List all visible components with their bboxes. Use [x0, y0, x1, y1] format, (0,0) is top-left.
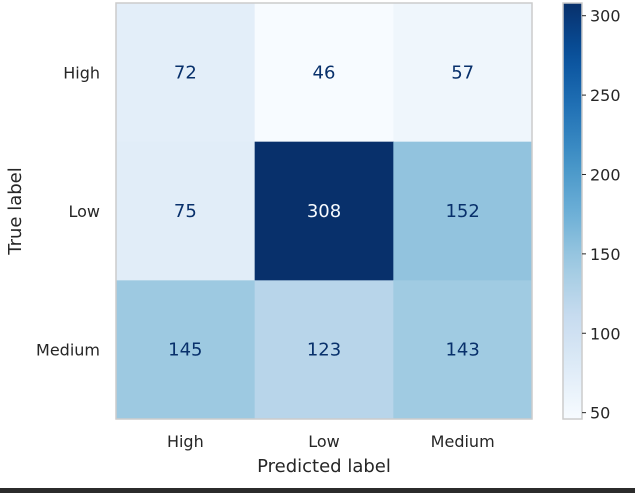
cell-value-label: 143 — [445, 340, 479, 361]
colorbar-tick-label: 50 — [590, 404, 610, 423]
colorbar-tick-label: 100 — [590, 324, 621, 343]
cell-value-label: 57 — [451, 62, 474, 83]
colorbar-tick-label: 250 — [590, 86, 621, 105]
heatmap-cell — [254, 3, 394, 143]
heatmap-cell — [116, 280, 256, 420]
heatmap-cell — [393, 280, 533, 420]
cell-value-label: 75 — [174, 201, 197, 222]
y-tick-label: Medium — [36, 341, 100, 360]
bottom-edge-bar — [0, 488, 635, 493]
cell-value-label: 72 — [174, 62, 197, 83]
colorbar-tick-label: 200 — [590, 165, 621, 184]
heatmap-cell — [393, 3, 533, 143]
heatmap-cell — [116, 3, 256, 143]
heatmap-cell — [393, 141, 533, 281]
plot-frame — [115, 2, 533, 420]
y-axis-title: True label — [5, 167, 26, 256]
heatmap-cells: 72 46 57 75 308 152 145 123 143 — [116, 3, 533, 420]
y-tick-labels: High Low Medium — [36, 63, 100, 359]
cell-value-label: 152 — [445, 201, 479, 222]
colorbar-tick-label: 150 — [590, 245, 621, 264]
cell-value-label: 145 — [168, 340, 202, 361]
cell-value-label: 46 — [313, 62, 336, 83]
x-tick-label: Medium — [431, 432, 495, 451]
y-tick-label: Low — [68, 202, 100, 221]
heatmap-cell — [254, 280, 394, 420]
x-tick-label: Low — [308, 432, 340, 451]
x-axis-title: Predicted label — [257, 456, 391, 477]
colorbar: 50 100 150 200 250 300 — [562, 2, 621, 423]
x-tick-label: High — [167, 432, 204, 451]
y-tick-label: High — [63, 63, 100, 82]
x-tick-labels: High Low Medium — [167, 432, 495, 451]
heatmap-cell — [254, 141, 394, 281]
cell-value-label: 123 — [307, 340, 341, 361]
cell-value-label: 308 — [307, 201, 341, 222]
colorbar-tick-label: 300 — [590, 7, 621, 26]
heatmap-cell — [116, 141, 256, 281]
colorbar-gradient — [562, 2, 583, 420]
